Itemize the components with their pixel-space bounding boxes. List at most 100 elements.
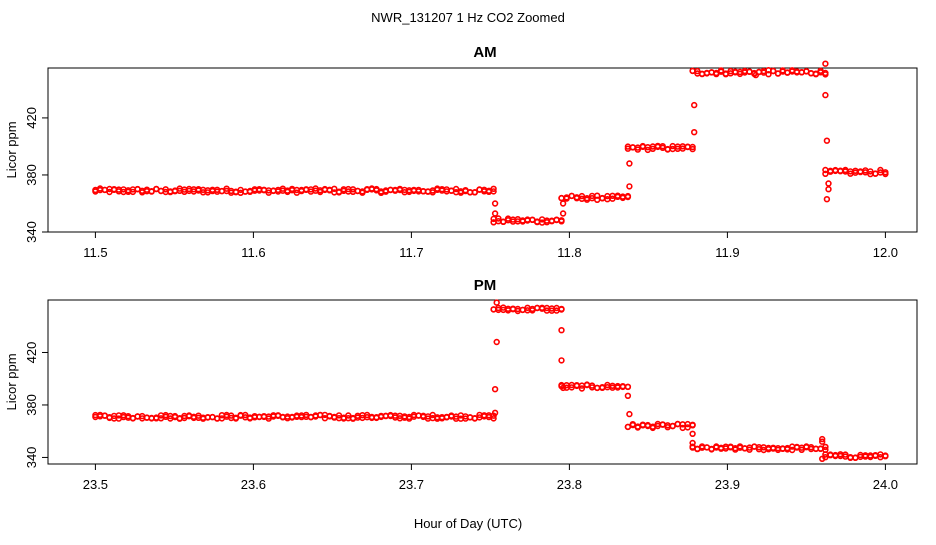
y-tick-label-am-0: 340	[24, 221, 39, 243]
point-pm-seg5-2-1	[832, 451, 839, 459]
y-tick-label-pm-2: 420	[24, 342, 39, 364]
point-pm-seg3-10-1	[674, 420, 681, 428]
point-am-seg4-28-1	[822, 71, 829, 78]
y-tick-label-am-2: 420	[24, 107, 39, 129]
point-am-seg3-2-1	[634, 146, 641, 153]
point-am-seg3-8-1	[664, 146, 671, 153]
x-tick-label-am-2: 11.7	[399, 245, 423, 260]
y-axis-label-pm: Licor ppm	[4, 353, 19, 410]
point-pm-seg3-12-1	[684, 424, 691, 431]
point-am-seg2-3-1	[573, 195, 580, 202]
x-tick-label-pm-3: 23.8	[557, 477, 582, 492]
panel-am: AM 11.5 11.6 11.7 11.8 11.9 12.0 340 380 420 Li…	[4, 44, 918, 260]
point-pm-transition-13	[818, 455, 826, 462]
point-pm-seg5-12-1	[882, 453, 889, 460]
point-am-transition-9	[822, 60, 829, 67]
point-pm-seg0-32-1	[242, 411, 249, 419]
point-pm-transition-10	[689, 439, 696, 447]
point-pm-seg5-5-1	[847, 454, 854, 461]
point-pm-seg3-11-1	[679, 424, 686, 432]
point-am-seg5-9-1	[867, 168, 874, 175]
point-pm-seg5-8-1	[862, 453, 869, 460]
point-pm-seg4-21-1	[788, 446, 796, 454]
point-pm-transition-3	[493, 299, 500, 306]
point-am-seg0-51-1	[331, 185, 338, 193]
point-am-transition-8	[752, 71, 759, 79]
point-am-transition-12	[825, 180, 832, 187]
point-pm-seg3-5-1	[649, 423, 656, 430]
point-am-transition-2	[559, 200, 567, 207]
point-pm-seg2-4-1	[578, 385, 586, 392]
y-tick-label-pm-1: 380	[24, 394, 39, 416]
point-am-seg2-2-1	[568, 192, 575, 200]
x-tick-label-pm-1: 23.6	[241, 477, 266, 492]
point-am-seg2-11-1	[614, 192, 621, 199]
point-am-seg4-7-1	[722, 70, 729, 78]
point-am-seg4-1-0	[694, 67, 701, 75]
point-pm-seg5-9-1	[867, 453, 874, 461]
point-am-transition-10	[822, 91, 829, 99]
point-pm-seg2-11-1	[614, 382, 621, 390]
point-am-seg5-10-1	[872, 170, 879, 177]
x-axis-pm: 23.5 23.6 23.7 23.8 23.9 24.0	[83, 464, 898, 492]
point-pm-transition-11	[818, 435, 826, 443]
x-tick-label-am-3: 11.8	[557, 245, 581, 260]
point-pm-seg0-54-1	[345, 412, 352, 419]
x-tick-label-am-4: 11.9	[715, 245, 739, 260]
point-pm-transition-9	[689, 430, 696, 437]
point-pm-transition-8	[626, 410, 633, 418]
point-am-seg3-6-1	[654, 142, 661, 150]
x-tick-label-pm-5: 24.0	[873, 477, 898, 492]
point-am-seg3-13-1	[689, 145, 696, 153]
point-am-transition-3	[559, 210, 567, 217]
point-pm-seg3-9-1	[669, 422, 676, 430]
x-tick-label-am-0: 11.5	[83, 245, 107, 260]
x-tick-label-am-1: 11.6	[241, 245, 265, 260]
point-am-seg5-1-1	[827, 168, 834, 175]
point-pm-seg3-0-1	[624, 423, 632, 431]
panel-title-pm: PM	[474, 277, 497, 294]
x-axis-label: Hour of Day (UTC)	[414, 516, 522, 531]
point-am-seg5-7-1	[857, 168, 864, 176]
point-am-transition-4	[626, 160, 633, 167]
y-tick-label-am-1: 380	[24, 164, 39, 186]
point-am-seg0-85-1	[490, 188, 497, 195]
point-am-seg3-1-1	[629, 144, 636, 151]
point-am-seg1-13-1	[553, 216, 560, 224]
point-am-seg0-77-1	[452, 185, 460, 193]
point-am-seg3-12-1	[684, 143, 691, 151]
point-pm-transition-5	[558, 357, 565, 364]
point-am-seg2-5-1	[583, 195, 591, 202]
point-am-transition-0	[491, 200, 499, 207]
point-pm-seg0-85-0	[490, 415, 497, 422]
point-pm-seg3-3-1	[639, 421, 646, 428]
point-pm-seg2-5-1	[583, 381, 591, 388]
panel-pm: PM 23.5 23.6 23.7 23.8 23.9 24.0 340 380 420 Li…	[4, 277, 918, 492]
point-am-seg2-12-1	[619, 194, 626, 202]
point-pm-seg0-52-1	[335, 412, 343, 419]
point-pm-seg5-10-1	[872, 452, 879, 459]
point-am-seg4-17-1	[769, 67, 777, 75]
plot-frame-am	[47, 67, 918, 233]
point-pm-seg2-12-1	[619, 383, 626, 391]
point-am-seg3-7-1	[659, 143, 666, 150]
point-am-seg5-0-0	[822, 170, 829, 178]
figure-title: NWR_131207 1 Hz CO2 Zoomed	[371, 10, 565, 25]
series-am	[92, 60, 889, 226]
series-pm	[92, 299, 889, 462]
point-am-seg1-3-1	[504, 215, 512, 222]
point-am-seg0-8-0	[129, 188, 137, 196]
point-pm-transition-4	[558, 327, 565, 334]
point-pm-seg2-3-1	[573, 382, 580, 389]
point-am-seg2-10-0	[609, 195, 616, 202]
point-am-transition-11	[823, 137, 831, 144]
point-am-seg3-3-1	[639, 143, 646, 151]
x-tick-label-pm-4: 23.9	[715, 477, 740, 492]
point-am-seg3-5-0	[649, 145, 656, 153]
point-am-seg0-60-1	[373, 185, 380, 193]
point-am-seg2-1-1	[563, 195, 570, 202]
point-am-seg4-6-1	[717, 67, 725, 74]
point-pm-transition-12	[818, 438, 826, 445]
